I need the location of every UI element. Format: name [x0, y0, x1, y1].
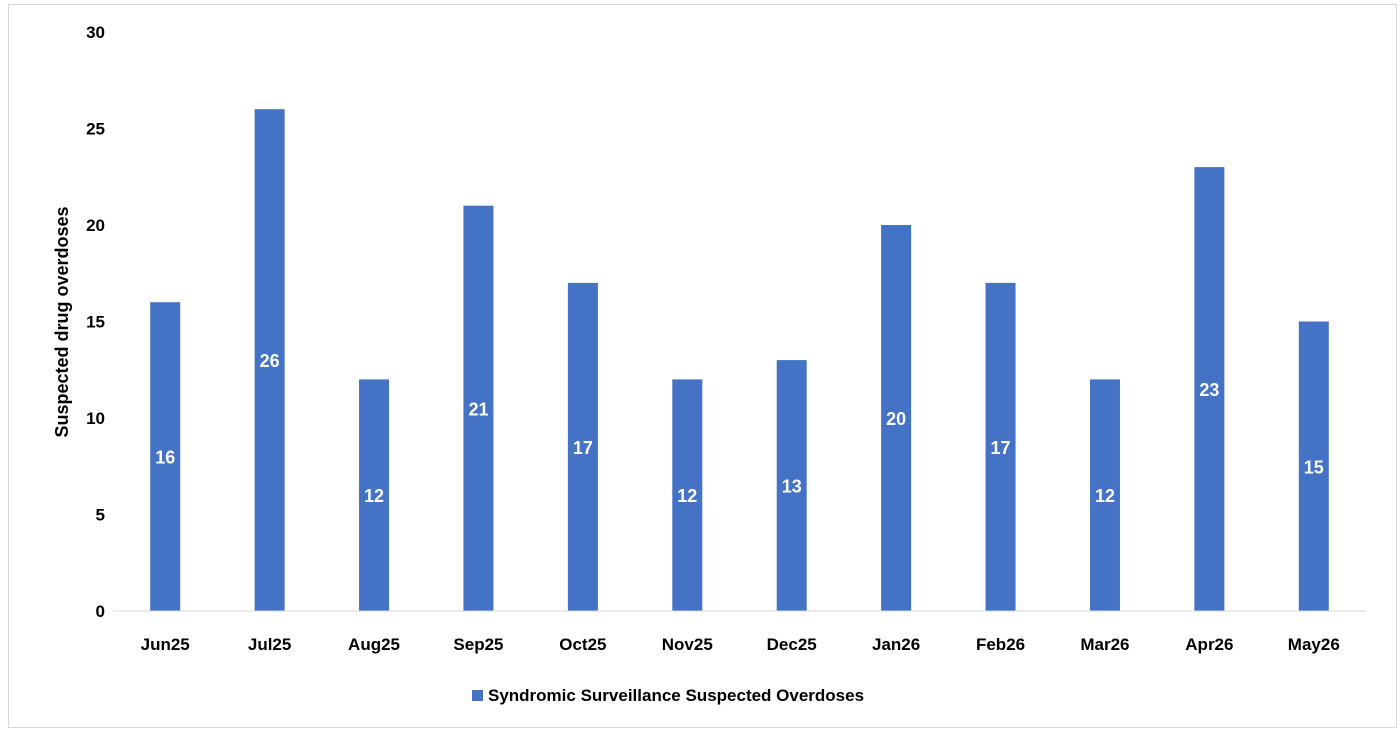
- x-tick-label: Mar26: [1080, 635, 1129, 654]
- bar-value-label: 21: [468, 399, 488, 419]
- bar-Jun25: [150, 302, 181, 611]
- bar-Jan26: [881, 225, 912, 611]
- bar-value-label: 23: [1199, 380, 1219, 400]
- bar-value-label: 17: [573, 438, 593, 458]
- x-tick-label: Feb26: [976, 635, 1025, 654]
- bar-Apr26: [1194, 167, 1225, 611]
- y-tick-label: 15: [86, 313, 105, 332]
- y-tick-label: 10: [86, 409, 105, 428]
- bar-value-label: 13: [782, 477, 802, 497]
- x-tick-label: Jul25: [248, 635, 291, 654]
- bar-Aug25: [359, 379, 390, 611]
- bar-value-label: 15: [1304, 457, 1324, 477]
- x-tick-label: Oct25: [559, 635, 606, 654]
- chart-frame: [8, 4, 1397, 728]
- x-tick-label: Aug25: [348, 635, 400, 654]
- bar-Feb26: [985, 282, 1016, 611]
- x-tick-label: Jan26: [872, 635, 920, 654]
- x-tick-label: Apr26: [1185, 635, 1233, 654]
- y-tick-label: 5: [96, 506, 105, 525]
- bar-Sep25: [463, 205, 494, 611]
- legend-swatch: [472, 690, 483, 701]
- y-tick-label: 0: [96, 602, 105, 621]
- x-tick-label: Dec25: [767, 635, 817, 654]
- bar-value-label: 26: [260, 351, 280, 371]
- y-axis-ticks: 0 5 10 15 20 25 30: [86, 23, 105, 621]
- bar-value-label: 12: [1095, 486, 1115, 506]
- bar-May26: [1298, 321, 1329, 611]
- x-tick-label: May26: [1288, 635, 1340, 654]
- x-tick-label: Nov25: [662, 635, 713, 654]
- y-tick-label: 20: [86, 216, 105, 235]
- bars: 16 26 12 21 17 12 13 20 17 12 23 15: [150, 109, 1329, 611]
- bar-value-label: 12: [677, 486, 697, 506]
- bar-value-label: 16: [155, 448, 175, 468]
- x-tick-label: Jun25: [141, 635, 190, 654]
- legend: Syndromic Surveillance Suspected Overdos…: [472, 686, 864, 705]
- bar-value-label: 17: [991, 438, 1011, 458]
- bar-value-label: 20: [886, 409, 906, 429]
- x-axis-ticks: Jun25 Jul25 Aug25 Sep25 Oct25 Nov25 Dec25 Jan26…: [141, 635, 1340, 654]
- bar-value-label: 12: [364, 486, 384, 506]
- bar-Jul25: [254, 109, 285, 611]
- x-tick-label: Sep25: [453, 635, 503, 654]
- bar-Dec25: [776, 360, 807, 611]
- y-axis-title: Suspected drug overdoses: [52, 206, 72, 437]
- bar-Mar26: [1089, 379, 1120, 611]
- bar-Nov25: [672, 379, 703, 611]
- y-tick-label: 30: [86, 23, 105, 42]
- bar-Oct25: [567, 282, 598, 611]
- y-tick-label: 25: [86, 120, 105, 139]
- legend-series-name: Syndromic Surveillance Suspected Overdos…: [488, 686, 864, 705]
